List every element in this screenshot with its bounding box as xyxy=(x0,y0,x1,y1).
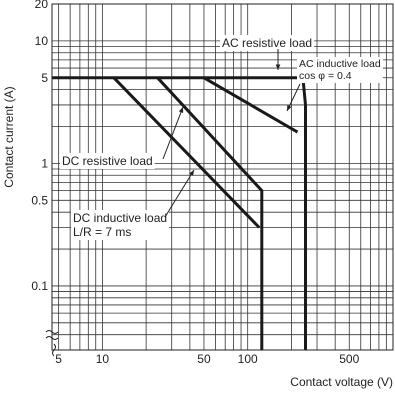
series-line-4 xyxy=(112,76,261,229)
y-tick-label: 5 xyxy=(41,71,48,85)
series-line-2 xyxy=(203,76,299,134)
y-axis-title: Contact current (A) xyxy=(2,86,16,187)
leader-dc-inductive-arrow-icon xyxy=(189,170,194,176)
x-tick-label: 5 xyxy=(55,352,62,366)
series-group xyxy=(52,76,307,350)
leader-dc-inductive xyxy=(164,169,195,218)
x-tick-label: 50 xyxy=(197,352,211,366)
y-tick-label: 10 xyxy=(35,34,49,48)
annotation-ac-resistive-text: AC resistive load xyxy=(222,36,312,50)
leader-ac-resistive-arrow-icon xyxy=(275,64,281,70)
y-tick-label: 20 xyxy=(35,0,49,11)
x-tick-label: 500 xyxy=(339,352,359,366)
x-tick-label: 100 xyxy=(238,352,258,366)
annotation-dc-resistive-text: DC resistive load xyxy=(62,154,153,168)
annotation-dc-inductive-text: DC inductive load xyxy=(73,211,167,225)
leader-ac-inductive-arrow-icon xyxy=(287,105,292,111)
annotation-ac-resistive-bg xyxy=(220,35,315,51)
leader-dc-resistive-arrow-icon xyxy=(178,107,184,113)
x-axis-title: Contact voltage (V) xyxy=(290,375,393,389)
annotation-ac-inductive-bg xyxy=(297,57,383,83)
y-tick-label: 1 xyxy=(41,156,48,170)
x-tick-label: 10 xyxy=(96,352,110,366)
annotation-ac-resistive: AC resistive load xyxy=(220,35,315,51)
y-tick-label: 0.5 xyxy=(31,193,48,207)
annotation-dc-resistive: DC resistive load xyxy=(60,153,155,169)
annotation-dc-inductive-bg xyxy=(71,210,170,240)
y-tick-label: 0.1 xyxy=(31,279,48,293)
series-line-3 xyxy=(156,76,264,350)
annotation-ac-inductive-text: AC inductive load xyxy=(299,58,381,70)
annotation-dc-resistive-bg xyxy=(60,153,155,169)
grid xyxy=(45,4,393,357)
annotation-ac-inductive-text: cos φ = 0.4 xyxy=(299,70,352,82)
annotation-dc-inductive-text: L/R = 7 ms xyxy=(73,225,131,239)
tick-labels: 0.1 0.5 1 5 10 20 5 10 50 100 500 xyxy=(31,0,359,366)
leader-dc-resistive xyxy=(162,106,184,160)
series-line-1 xyxy=(52,76,307,350)
plot-frame xyxy=(51,3,394,351)
